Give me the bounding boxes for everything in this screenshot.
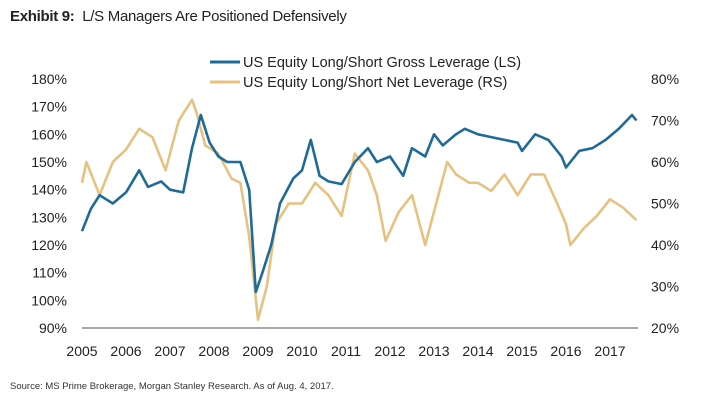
left-axis-ticks: 90% 100% 110% 120% 130% 140% 150% 160% 170% 180% (31, 71, 67, 336)
x-axis-ticks: 2005 2006 2007 2008 2009 2010 2011 2012 2013 2014… (66, 343, 625, 359)
series-lines (80, 98, 638, 322)
left-tick-label: 100% (31, 292, 67, 308)
legend: US Equity Long/Short Gross Leverage (LS)… (210, 55, 521, 91)
x-tick-label: 2017 (594, 343, 625, 359)
x-tick-label: 2011 (331, 343, 361, 359)
right-tick-label: 30% (651, 279, 679, 295)
chart-title: Exhibit 9: L/S Managers Are Positioned D… (10, 8, 347, 25)
x-tick-label: 2016 (550, 343, 581, 359)
title-text: L/S Managers Are Positioned Defensively (82, 8, 347, 25)
right-tick-label: 70% (651, 113, 679, 129)
right-tick-label: 60% (651, 154, 679, 170)
legend-label-gross: US Equity Long/Short Gross Leverage (LS) (243, 55, 521, 71)
x-tick-label: 2013 (418, 343, 449, 359)
x-tick-label: 2012 (374, 343, 405, 359)
right-tick-label: 50% (651, 196, 679, 212)
left-tick-label: 90% (39, 320, 67, 336)
right-tick-label: 40% (651, 237, 679, 253)
legend-label-net: US Equity Long/Short Net Leverage (RS) (243, 75, 507, 91)
left-tick-label: 180% (31, 71, 67, 87)
left-tick-label: 110% (32, 265, 67, 281)
x-tick-label: 2007 (154, 343, 185, 359)
exhibit-label: Exhibit 9: (10, 8, 75, 25)
x-tick-label: 2009 (242, 343, 273, 359)
x-tick-label: 2005 (66, 343, 97, 359)
right-tick-label: 20% (651, 320, 679, 336)
x-tick-label: 2006 (110, 343, 141, 359)
left-tick-label: 140% (31, 182, 67, 198)
right-axis-ticks: 20% 30% 40% 50% 60% 70% 80% (651, 71, 679, 336)
x-tick-label: 2014 (462, 343, 493, 359)
x-tick-label: 2015 (506, 343, 537, 359)
source-note: Source: MS Prime Brokerage, Morgan Stanl… (10, 381, 334, 392)
net-leverage-line (80, 98, 638, 322)
left-tick-label: 120% (31, 237, 67, 253)
left-tick-label: 170% (31, 99, 67, 115)
x-tick-label: 2008 (198, 343, 229, 359)
left-tick-label: 160% (31, 126, 67, 142)
gross-leverage-line (80, 113, 638, 294)
left-tick-label: 150% (31, 154, 67, 170)
right-tick-label: 80% (651, 71, 679, 87)
x-tick-label: 2010 (286, 343, 317, 359)
left-tick-label: 130% (31, 209, 67, 225)
